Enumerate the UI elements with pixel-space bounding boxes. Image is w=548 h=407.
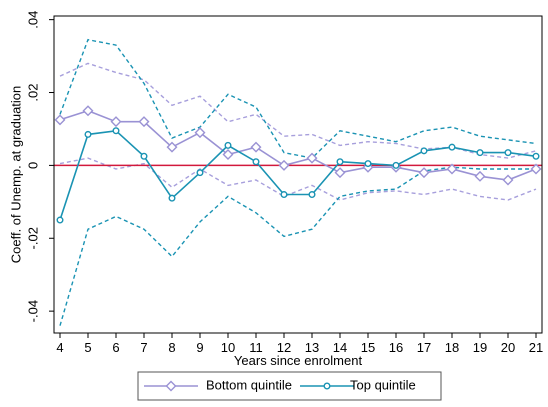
series-markers bbox=[54, 105, 542, 224]
x-tick-label: 11 bbox=[249, 340, 263, 355]
bottom-marker bbox=[222, 148, 234, 160]
x-tick-label: 18 bbox=[445, 340, 459, 355]
confidence-bands bbox=[59, 38, 537, 326]
top-marker bbox=[448, 143, 456, 151]
x-tick-label: 19 bbox=[473, 340, 487, 355]
legend-label: Top quintile bbox=[350, 377, 416, 392]
y-tick-label: -.04 bbox=[25, 300, 40, 322]
x-axis: 4 5 6 7 8 9 10 11 12 13 14 15 16 17 18 19 20 21 bbox=[56, 333, 543, 355]
y-tick-label: -.02 bbox=[25, 227, 40, 249]
top-marker bbox=[224, 141, 232, 149]
bottom-marker bbox=[446, 163, 458, 175]
top-marker bbox=[112, 127, 120, 135]
bottom-marker bbox=[138, 116, 150, 128]
top-ci-lower bbox=[59, 166, 536, 326]
top-marker bbox=[308, 191, 316, 199]
x-tick-label: 20 bbox=[501, 340, 515, 355]
top-legend-marker bbox=[323, 382, 331, 390]
bottom-marker bbox=[194, 127, 206, 139]
x-tick-label: 6 bbox=[112, 340, 119, 355]
top-marker bbox=[56, 216, 64, 224]
plot-frame bbox=[53, 15, 543, 334]
x-tick-label: 12 bbox=[277, 340, 291, 355]
y-tick-label: .04 bbox=[25, 11, 40, 29]
top-marker bbox=[196, 169, 204, 177]
bottom-legend-marker bbox=[165, 380, 177, 392]
x-tick-label: 13 bbox=[305, 340, 319, 355]
x-tick-label: 16 bbox=[389, 340, 403, 355]
top-marker bbox=[84, 130, 92, 138]
top-marker bbox=[476, 149, 484, 157]
x-tick-label: 10 bbox=[221, 340, 235, 355]
top-ci-upper bbox=[59, 38, 537, 159]
bottom-marker bbox=[110, 116, 122, 128]
top-marker bbox=[252, 158, 260, 166]
x-tick-label: 4 bbox=[56, 340, 63, 355]
top-marker bbox=[420, 147, 428, 155]
bottom-marker bbox=[502, 174, 514, 186]
y-tick-label: 0 bbox=[25, 162, 40, 169]
x-tick-label: 5 bbox=[84, 340, 91, 355]
top-line bbox=[59, 129, 537, 221]
x-tick-label: 7 bbox=[140, 340, 147, 355]
bottom-ci-lower bbox=[59, 157, 537, 201]
bottom-marker bbox=[474, 170, 486, 182]
x-tick-label: 9 bbox=[196, 340, 203, 355]
bottom-marker bbox=[54, 114, 66, 126]
top-marker bbox=[140, 152, 148, 160]
x-tick-label: 8 bbox=[168, 340, 175, 355]
y-tick-label: .02 bbox=[25, 83, 40, 101]
x-tick-label: 21 bbox=[529, 340, 543, 355]
bottom-marker bbox=[306, 152, 318, 164]
top-marker bbox=[504, 149, 512, 157]
bottom-marker bbox=[166, 141, 178, 153]
bottom-marker bbox=[82, 105, 94, 117]
x-axis-title: Years since enrolment bbox=[234, 353, 363, 368]
bottom-marker bbox=[334, 167, 346, 179]
bottom-marker bbox=[278, 159, 290, 171]
x-tick-label: 15 bbox=[361, 340, 375, 355]
y-axis: -.04 -.02 0 .02 .04 bbox=[25, 11, 54, 322]
top-marker bbox=[532, 152, 540, 160]
bottom-marker bbox=[418, 167, 430, 179]
bottom-marker bbox=[530, 163, 542, 175]
top-marker bbox=[392, 161, 400, 169]
top-marker bbox=[336, 158, 344, 166]
legend-label: Bottom quintile bbox=[206, 377, 292, 392]
top-marker bbox=[364, 160, 372, 168]
legend: Bottom quintile Top quintile bbox=[137, 371, 442, 401]
y-axis-title: Coeff. of Unemp. at graduation bbox=[8, 86, 23, 264]
x-tick-label: 14 bbox=[333, 340, 347, 355]
bottom-marker bbox=[250, 141, 262, 153]
top-marker bbox=[168, 194, 176, 202]
x-tick-label: 17 bbox=[417, 340, 431, 355]
top-marker bbox=[280, 191, 288, 199]
